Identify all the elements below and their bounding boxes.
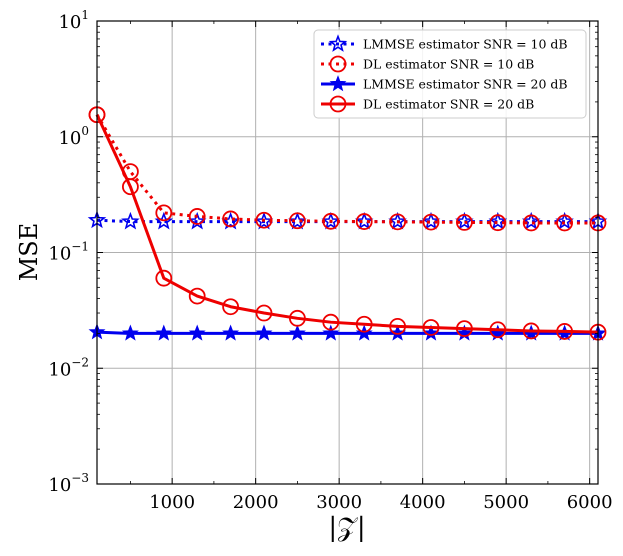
star-marker [355, 324, 373, 341]
circle-marker [188, 208, 206, 225]
circle-marker [121, 163, 139, 180]
series-1 [88, 106, 607, 232]
star-marker [155, 324, 173, 341]
legend-label: DL estimator SNR = 10 dB [363, 57, 534, 72]
circle-marker [355, 213, 373, 230]
legend-item: LMMSE estimator SNR = 10 dB [321, 34, 568, 52]
legend-item: DL estimator SNR = 10 dB [321, 55, 534, 73]
legend-item: DL estimator SNR = 20 dB [321, 95, 534, 113]
circle-marker [329, 55, 347, 73]
x-tick-label: 4000 [400, 492, 446, 513]
legend-label: LMMSE estimator SNR = 20 dB [363, 77, 568, 92]
star-marker [328, 34, 348, 52]
legend-label: LMMSE estimator SNR = 10 dB [363, 37, 568, 52]
star-marker [188, 324, 206, 341]
circle-marker [556, 214, 573, 232]
star-marker [488, 211, 508, 230]
circle-marker [155, 204, 173, 222]
series-line [96, 330, 598, 335]
star-marker [322, 324, 340, 341]
y-axis-title: MSE [15, 223, 43, 282]
legend-box [313, 29, 587, 119]
tick-marks [97, 20, 598, 485]
series-line [95, 114, 599, 334]
y-tick-label: 10−2 [48, 355, 89, 380]
y-tick-label: 100 [58, 124, 89, 149]
circle-marker [329, 95, 347, 113]
x-tick-label: 1000 [149, 492, 195, 513]
circle-marker [522, 214, 540, 232]
circle-marker [255, 211, 273, 229]
series-3 [88, 106, 607, 341]
x-tick-label: 6000 [567, 492, 613, 513]
y-tick-label: 101 [58, 8, 89, 33]
series-line [95, 113, 598, 225]
star-marker [288, 324, 306, 341]
circle-marker [389, 213, 407, 231]
x-tick-label: 2000 [233, 492, 279, 513]
series-0 [87, 210, 608, 230]
circle-marker [489, 321, 507, 339]
star-marker [521, 211, 541, 230]
star-marker [321, 211, 341, 230]
star-marker [455, 211, 474, 230]
star-marker [222, 324, 240, 341]
circle-marker [322, 313, 340, 331]
circle-marker [489, 214, 507, 232]
star-marker [329, 75, 347, 92]
y-tick-label: 10−1 [48, 240, 89, 265]
series-layer [87, 106, 608, 341]
y-tick-label: 10−3 [48, 471, 89, 496]
circle-marker [389, 317, 407, 335]
star-marker [388, 211, 407, 230]
star-marker [121, 211, 140, 230]
x-axis-title: |𝒵| [328, 513, 365, 543]
star-marker [555, 211, 574, 230]
circle-marker [422, 319, 440, 336]
circle-marker [455, 213, 473, 231]
star-marker [421, 211, 441, 230]
legend-item: LMMSE estimator SNR = 20 dB [321, 75, 568, 92]
circle-marker [556, 323, 573, 340]
circle-marker [422, 213, 440, 231]
legend: LMMSE estimator SNR = 10 dB DL estimator … [313, 29, 587, 119]
star-marker [422, 324, 440, 341]
star-marker [354, 211, 374, 230]
star-marker [254, 211, 274, 230]
circle-marker [222, 210, 240, 228]
circle-marker [455, 320, 473, 338]
circle-marker [522, 322, 540, 340]
circle-marker [188, 287, 206, 305]
circle-marker [288, 212, 306, 230]
tick-labels: 1000 2000 3000 4000 5000 6000 10−3 10−2 10−1 100 1… [48, 8, 612, 513]
star-marker [121, 324, 139, 341]
star-marker [255, 324, 273, 341]
circle-marker [155, 269, 173, 287]
series-line [96, 218, 598, 224]
circle-marker [288, 309, 306, 327]
circle-marker [255, 304, 273, 322]
circle-marker [222, 298, 240, 316]
legend-label: DL estimator SNR = 20 dB [363, 97, 534, 112]
circle-marker [355, 315, 373, 333]
x-tick-label: 3000 [316, 492, 362, 513]
x-tick-label: 5000 [483, 492, 529, 513]
star-marker [288, 211, 307, 230]
circle-marker [322, 212, 340, 230]
